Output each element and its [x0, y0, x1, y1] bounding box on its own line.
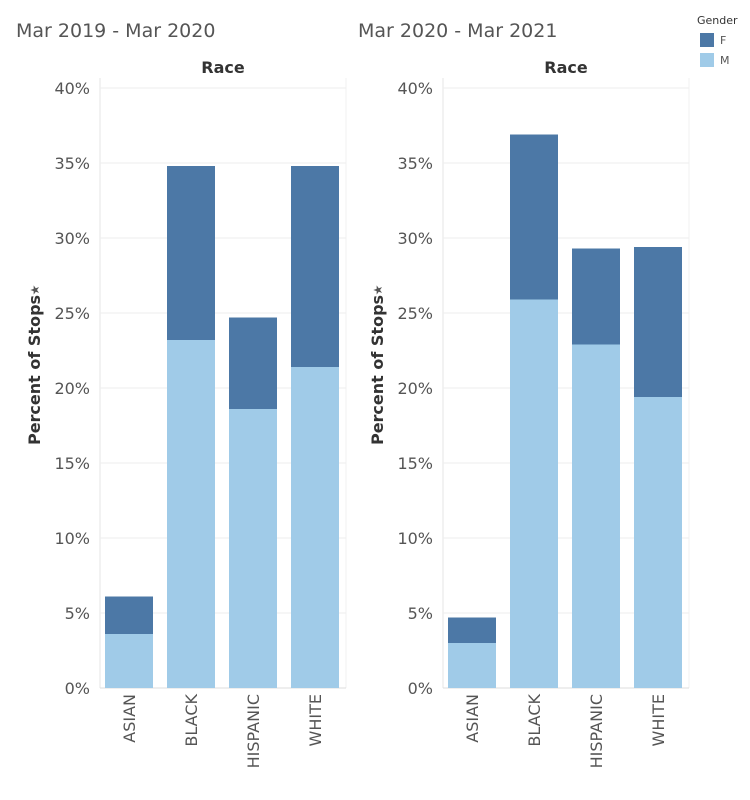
bar-black-f	[167, 166, 215, 340]
legend-item-f[interactable]: F	[697, 30, 738, 50]
bar-asian-m	[448, 643, 496, 688]
legend-label-m: M	[720, 53, 730, 67]
bar-asian-m	[105, 634, 153, 688]
pin-icon: ★	[28, 285, 42, 296]
y-tick-label: 10%	[54, 529, 90, 548]
y-tick-label: 25%	[54, 304, 90, 323]
y-tick-label: 35%	[54, 154, 90, 173]
legend-swatch-f	[700, 33, 714, 47]
y-tick-label: 0%	[408, 679, 433, 698]
legend: Gender F M	[697, 14, 738, 70]
panel-title-right: Mar 2020 - Mar 2021	[358, 20, 558, 42]
y-tick-label: 35%	[397, 154, 433, 173]
chart-panel-0: Race 0% 5% 10% 15% 20% 25% 30% 35% 40% Percent of …	[25, 58, 347, 768]
bar-black-f	[510, 134, 558, 300]
y-tick-label: 20%	[397, 379, 433, 398]
y-axis-title: Percent of Stops	[368, 295, 387, 445]
legend-item-m[interactable]: M	[697, 50, 738, 70]
x-tick-label: HISPANIC	[244, 694, 263, 768]
x-tick-label: BLACK	[525, 694, 544, 747]
y-tick-label: 30%	[54, 229, 90, 248]
bar-white-m	[634, 397, 682, 688]
column-header: Race	[544, 58, 588, 77]
chart-panel-1: Race 0% 5% 10% 15% 20% 25% 30% 35% 40% Percent of …	[368, 58, 690, 768]
panel-title-left: Mar 2019 - Mar 2020	[16, 20, 216, 42]
bar-asian-f	[448, 617, 496, 643]
bar-white-f	[634, 247, 682, 397]
x-tick-label: WHITE	[306, 694, 325, 746]
y-tick-label: 40%	[54, 79, 90, 98]
bar-white-m	[291, 367, 339, 688]
bar-asian-f	[105, 596, 153, 634]
bar-hispanic-m	[229, 409, 277, 688]
bar-hispanic-f	[229, 317, 277, 409]
y-tick-label: 0%	[65, 679, 90, 698]
x-tick-label: WHITE	[649, 694, 668, 746]
bar-black-m	[167, 340, 215, 688]
bar-hispanic-m	[572, 344, 620, 688]
y-axis-title: Percent of Stops	[25, 295, 44, 445]
bar-white-f	[291, 166, 339, 367]
y-tick-label: 5%	[408, 604, 433, 623]
y-tick-label: 40%	[397, 79, 433, 98]
x-tick-label: BLACK	[182, 694, 201, 747]
y-tick-label: 30%	[397, 229, 433, 248]
legend-label-f: F	[720, 33, 727, 47]
x-tick-label: HISPANIC	[587, 694, 606, 768]
bar-black-m	[510, 299, 558, 688]
y-tick-label: 10%	[397, 529, 433, 548]
x-tick-label: ASIAN	[120, 694, 139, 743]
column-header: Race	[201, 58, 245, 77]
y-tick-label: 15%	[54, 454, 90, 473]
y-tick-label: 15%	[397, 454, 433, 473]
legend-title: Gender	[697, 14, 738, 27]
legend-swatch-m	[700, 53, 714, 67]
pin-icon: ★	[371, 285, 385, 296]
y-tick-label: 20%	[54, 379, 90, 398]
y-tick-label: 25%	[397, 304, 433, 323]
bar-hispanic-f	[572, 248, 620, 345]
x-tick-label: ASIAN	[463, 694, 482, 743]
y-tick-label: 5%	[65, 604, 90, 623]
